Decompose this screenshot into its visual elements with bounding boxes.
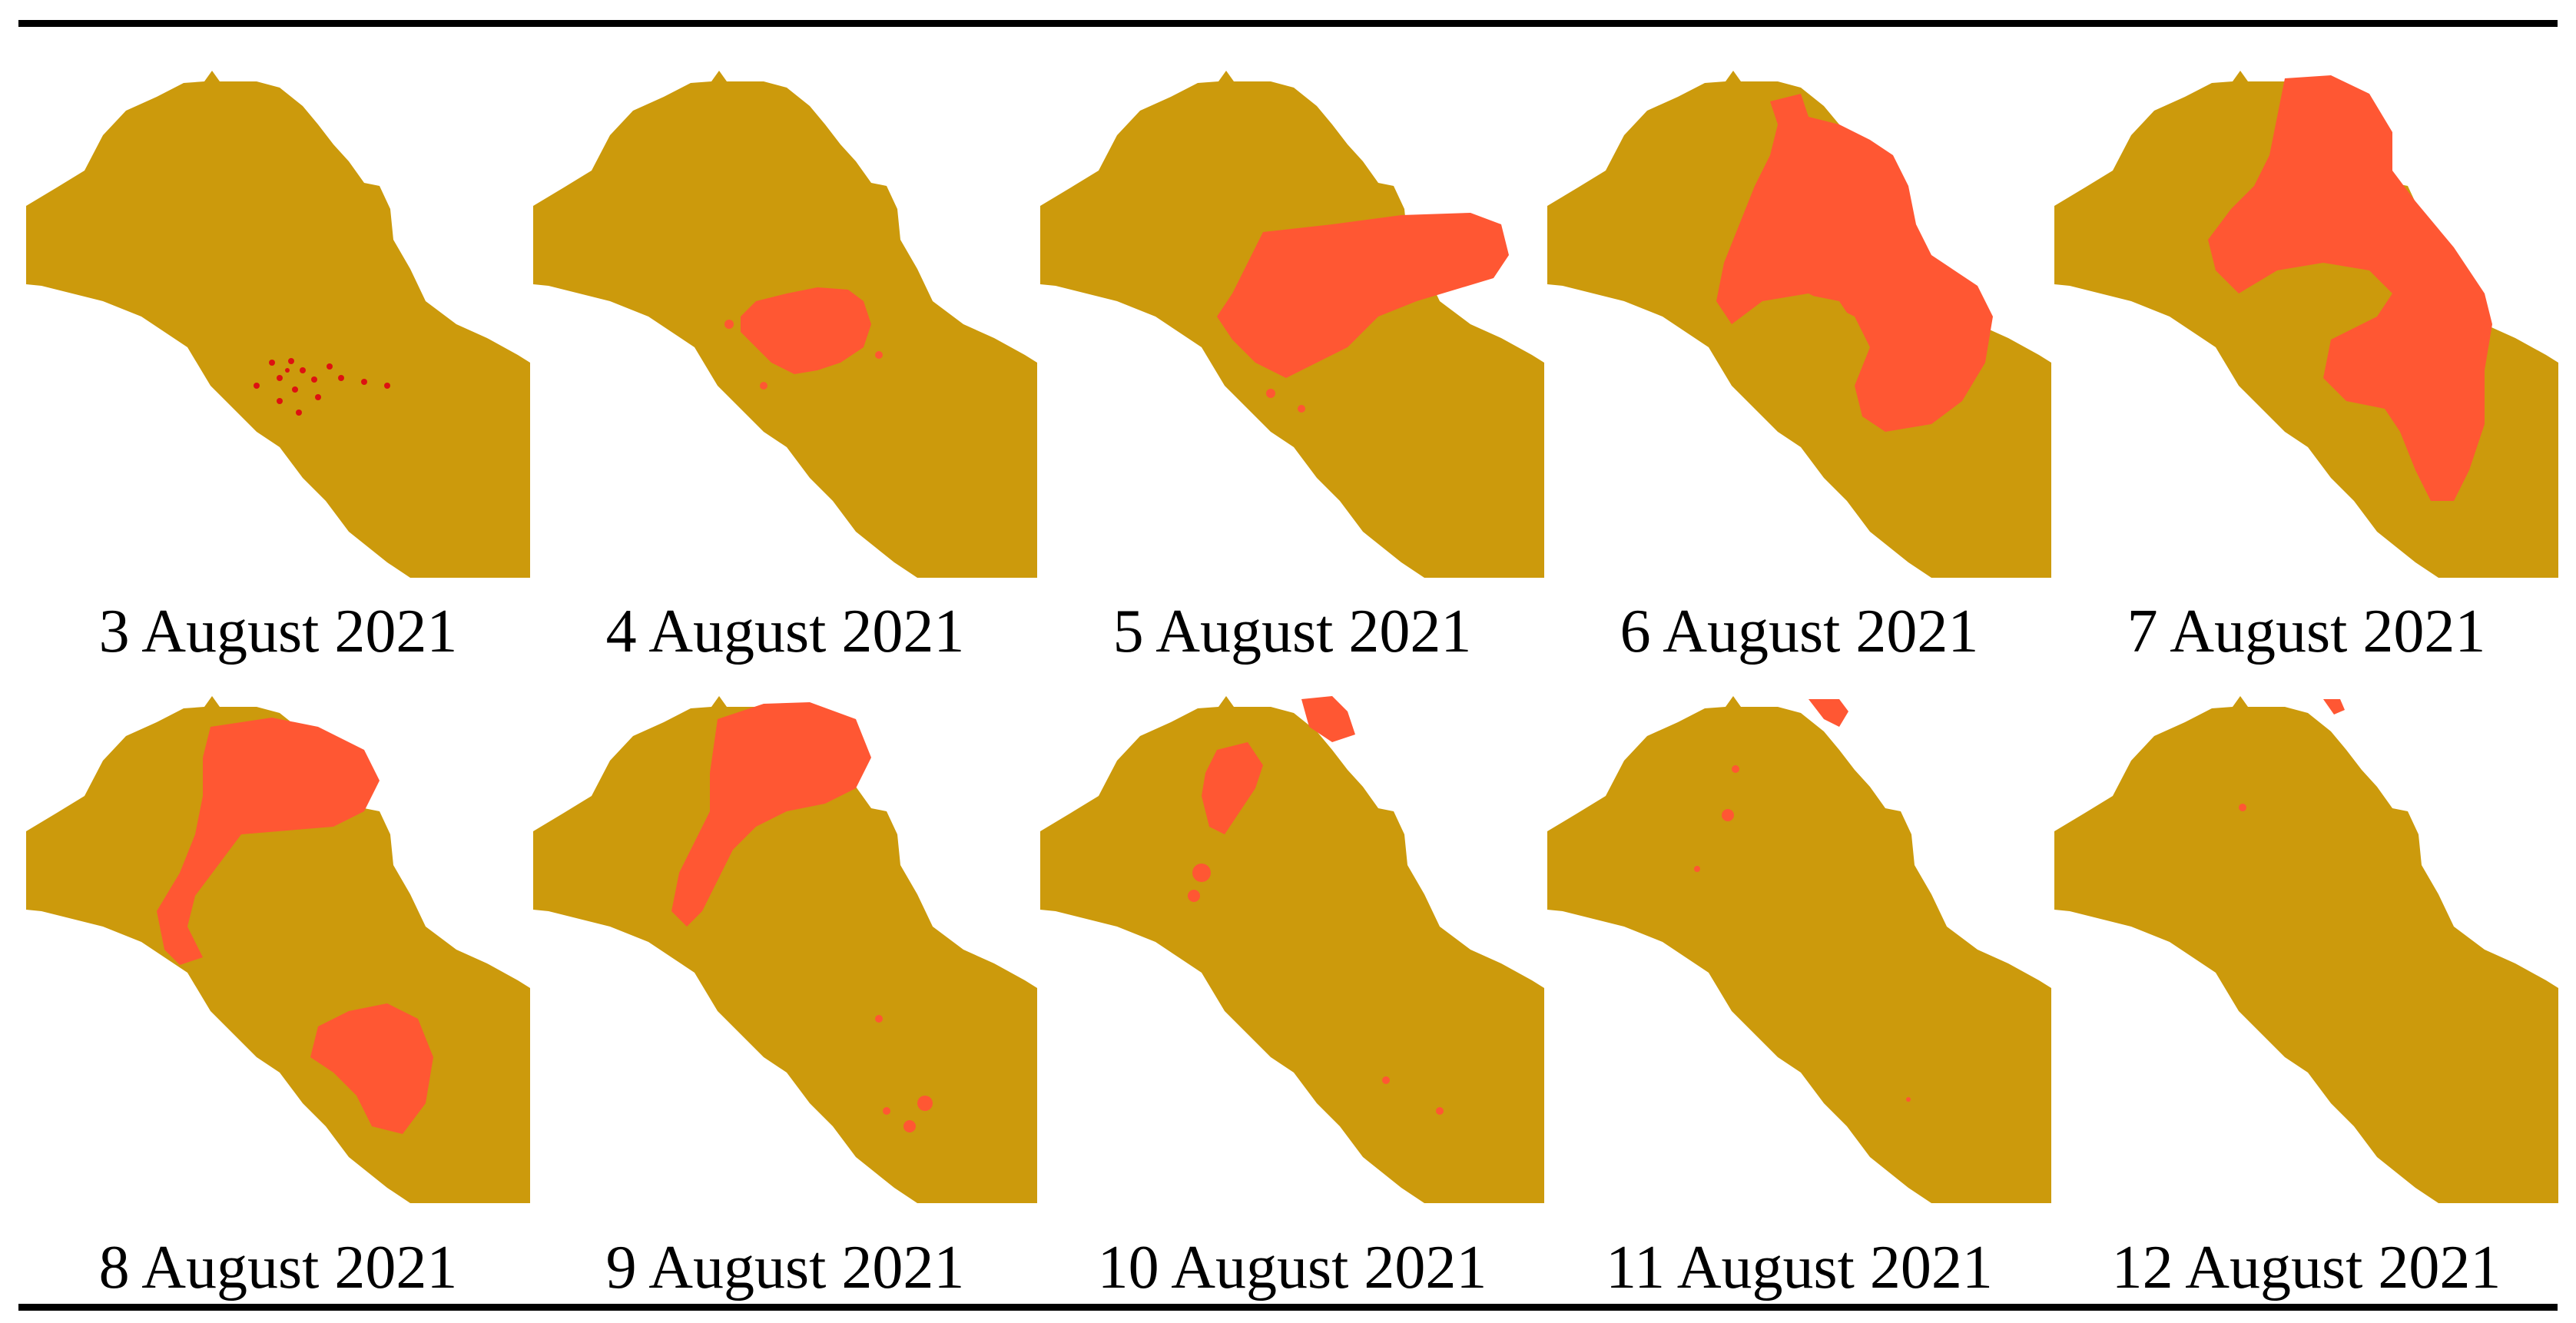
map-8-august <box>26 696 530 1203</box>
map-4-august <box>533 71 1037 578</box>
map-panel-1: 3 August 2021 <box>26 71 530 708</box>
map-7-august <box>2054 71 2558 578</box>
panel-caption: 12 August 2021 <box>2111 1234 2501 1301</box>
panel-caption: 5 August 2021 <box>1112 598 1472 665</box>
bottom-rule <box>18 1304 2558 1311</box>
map-panel-6: 8 August 2021 <box>26 696 530 1301</box>
top-rule <box>18 20 2558 27</box>
map-panel-5: 7 August 2021 <box>2054 71 2558 708</box>
map-panel-3: 5 August 2021 <box>1040 71 1544 708</box>
map-panel-7: 9 August 2021 <box>533 696 1037 1301</box>
panel-caption: 7 August 2021 <box>2127 598 2486 665</box>
map-panel-4: 6 August 2021 <box>1547 71 2051 708</box>
panel-caption: 10 August 2021 <box>1097 1234 1487 1301</box>
panel-caption: 6 August 2021 <box>1620 598 1979 665</box>
map-panel-10: 12 August 2021 <box>2054 696 2558 1301</box>
panel-caption: 4 August 2021 <box>605 598 965 665</box>
panel-caption: 8 August 2021 <box>98 1234 458 1301</box>
map-panel-8: 10 August 2021 <box>1040 696 1544 1301</box>
map-panel-9: 11 August 2021 <box>1547 696 2051 1301</box>
map-3-august <box>26 71 530 578</box>
map-11-august <box>1547 696 2051 1203</box>
map-10-august <box>1040 696 1544 1203</box>
map-12-august <box>2054 696 2558 1203</box>
map-6-august <box>1547 71 2051 578</box>
map-9-august <box>533 696 1037 1203</box>
panel-caption: 3 August 2021 <box>98 598 458 665</box>
panel-caption: 9 August 2021 <box>605 1234 965 1301</box>
map-panel-grid: 3 August 2021 4 August 2021 5 August 202… <box>26 71 2561 1300</box>
panel-caption: 11 August 2021 <box>1606 1234 1993 1301</box>
map-5-august <box>1040 71 1544 578</box>
map-panel-2: 4 August 2021 <box>533 71 1037 708</box>
